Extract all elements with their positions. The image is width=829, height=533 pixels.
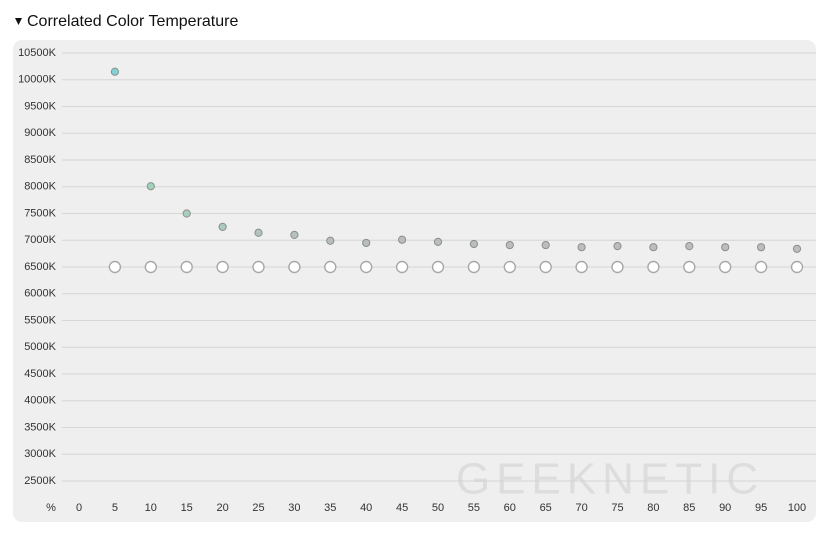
- data-point: [757, 243, 766, 252]
- y-tick-label: 2500K: [24, 475, 56, 487]
- data-point: [252, 260, 265, 274]
- x-tick-label: 45: [396, 502, 408, 514]
- x-tick-label: 0: [76, 502, 82, 514]
- y-tick-label: 9000K: [24, 127, 56, 139]
- x-tick-label: 70: [575, 502, 587, 514]
- data-point: [146, 182, 155, 191]
- x-tick-label: 60: [504, 502, 516, 514]
- data-point: [360, 260, 373, 274]
- data-point: [683, 260, 696, 274]
- data-point: [647, 260, 660, 274]
- x-tick-label: 10: [145, 502, 157, 514]
- data-point: [539, 260, 552, 274]
- plot-panel: [13, 40, 816, 522]
- x-tick-label: 50: [432, 502, 444, 514]
- y-tick-label: 8500K: [24, 154, 56, 166]
- data-point: [611, 260, 624, 274]
- data-point: [790, 260, 804, 274]
- y-tick-label: 3000K: [24, 448, 56, 460]
- data-point: [613, 242, 622, 251]
- x-tick-label: 5: [112, 502, 118, 514]
- data-point: [467, 260, 481, 274]
- data-point: [719, 260, 732, 274]
- y-tick-label: 10500K: [18, 47, 57, 59]
- data-point: [503, 260, 516, 274]
- y-tick-label: 4000K: [24, 395, 56, 407]
- data-point: [685, 242, 694, 251]
- y-tick-label: 7000K: [24, 234, 56, 246]
- x-tick-label: 30: [288, 502, 300, 514]
- x-tick-label: 80: [647, 502, 659, 514]
- data-point: [398, 235, 407, 244]
- x-tick-label: 35: [324, 502, 336, 514]
- data-point: [110, 67, 120, 76]
- y-tick-label: 10000K: [18, 74, 57, 86]
- data-point: [216, 260, 229, 274]
- data-point: [395, 260, 409, 274]
- watermark: GEEKNETIC: [456, 455, 764, 504]
- data-point: [721, 243, 730, 252]
- data-point: [144, 260, 158, 274]
- data-point: [541, 240, 550, 250]
- data-point: [180, 260, 193, 274]
- x-tick-label: 75: [611, 502, 623, 514]
- x-tick-label: 90: [719, 502, 731, 514]
- data-point: [505, 240, 514, 250]
- data-point: [792, 244, 802, 253]
- collapse-toggle[interactable]: [15, 18, 22, 25]
- data-point: [108, 260, 122, 274]
- data-point: [324, 260, 337, 274]
- x-axis-label: %: [46, 502, 56, 514]
- x-tick-label: 20: [216, 502, 228, 514]
- data-point: [649, 243, 658, 252]
- y-tick-label: 3500K: [24, 421, 56, 433]
- data-point: [575, 260, 588, 274]
- x-tick-label: 65: [540, 502, 552, 514]
- data-point: [577, 243, 586, 252]
- y-tick-label: 6000K: [24, 288, 56, 300]
- data-point: [433, 237, 443, 246]
- x-tick-label: 100: [788, 502, 806, 514]
- x-tick-label: 85: [683, 502, 695, 514]
- data-point: [431, 260, 445, 274]
- y-tick-label: 8000K: [24, 181, 56, 193]
- data-point: [290, 230, 299, 239]
- x-tick-label: 25: [252, 502, 264, 514]
- y-tick-label: 6500K: [24, 261, 56, 273]
- data-point: [218, 222, 227, 231]
- y-tick-label: 5000K: [24, 341, 56, 353]
- data-point: [254, 228, 263, 237]
- chart-title: Correlated Color Temperature: [27, 13, 238, 30]
- data-point: [182, 209, 191, 218]
- x-tick-label: 95: [755, 502, 767, 514]
- y-tick-label: 7500K: [24, 207, 56, 219]
- y-tick-label: 9500K: [24, 100, 56, 112]
- y-tick-label: 5500K: [24, 314, 56, 326]
- y-tick-label: 4500K: [24, 368, 56, 380]
- x-tick-label: 15: [181, 502, 193, 514]
- data-point: [469, 239, 478, 249]
- x-tick-label: 40: [360, 502, 372, 514]
- data-point: [326, 236, 335, 245]
- data-point: [754, 260, 768, 274]
- data-point: [362, 238, 371, 248]
- x-tick-label: 55: [468, 502, 480, 514]
- data-point: [288, 260, 301, 274]
